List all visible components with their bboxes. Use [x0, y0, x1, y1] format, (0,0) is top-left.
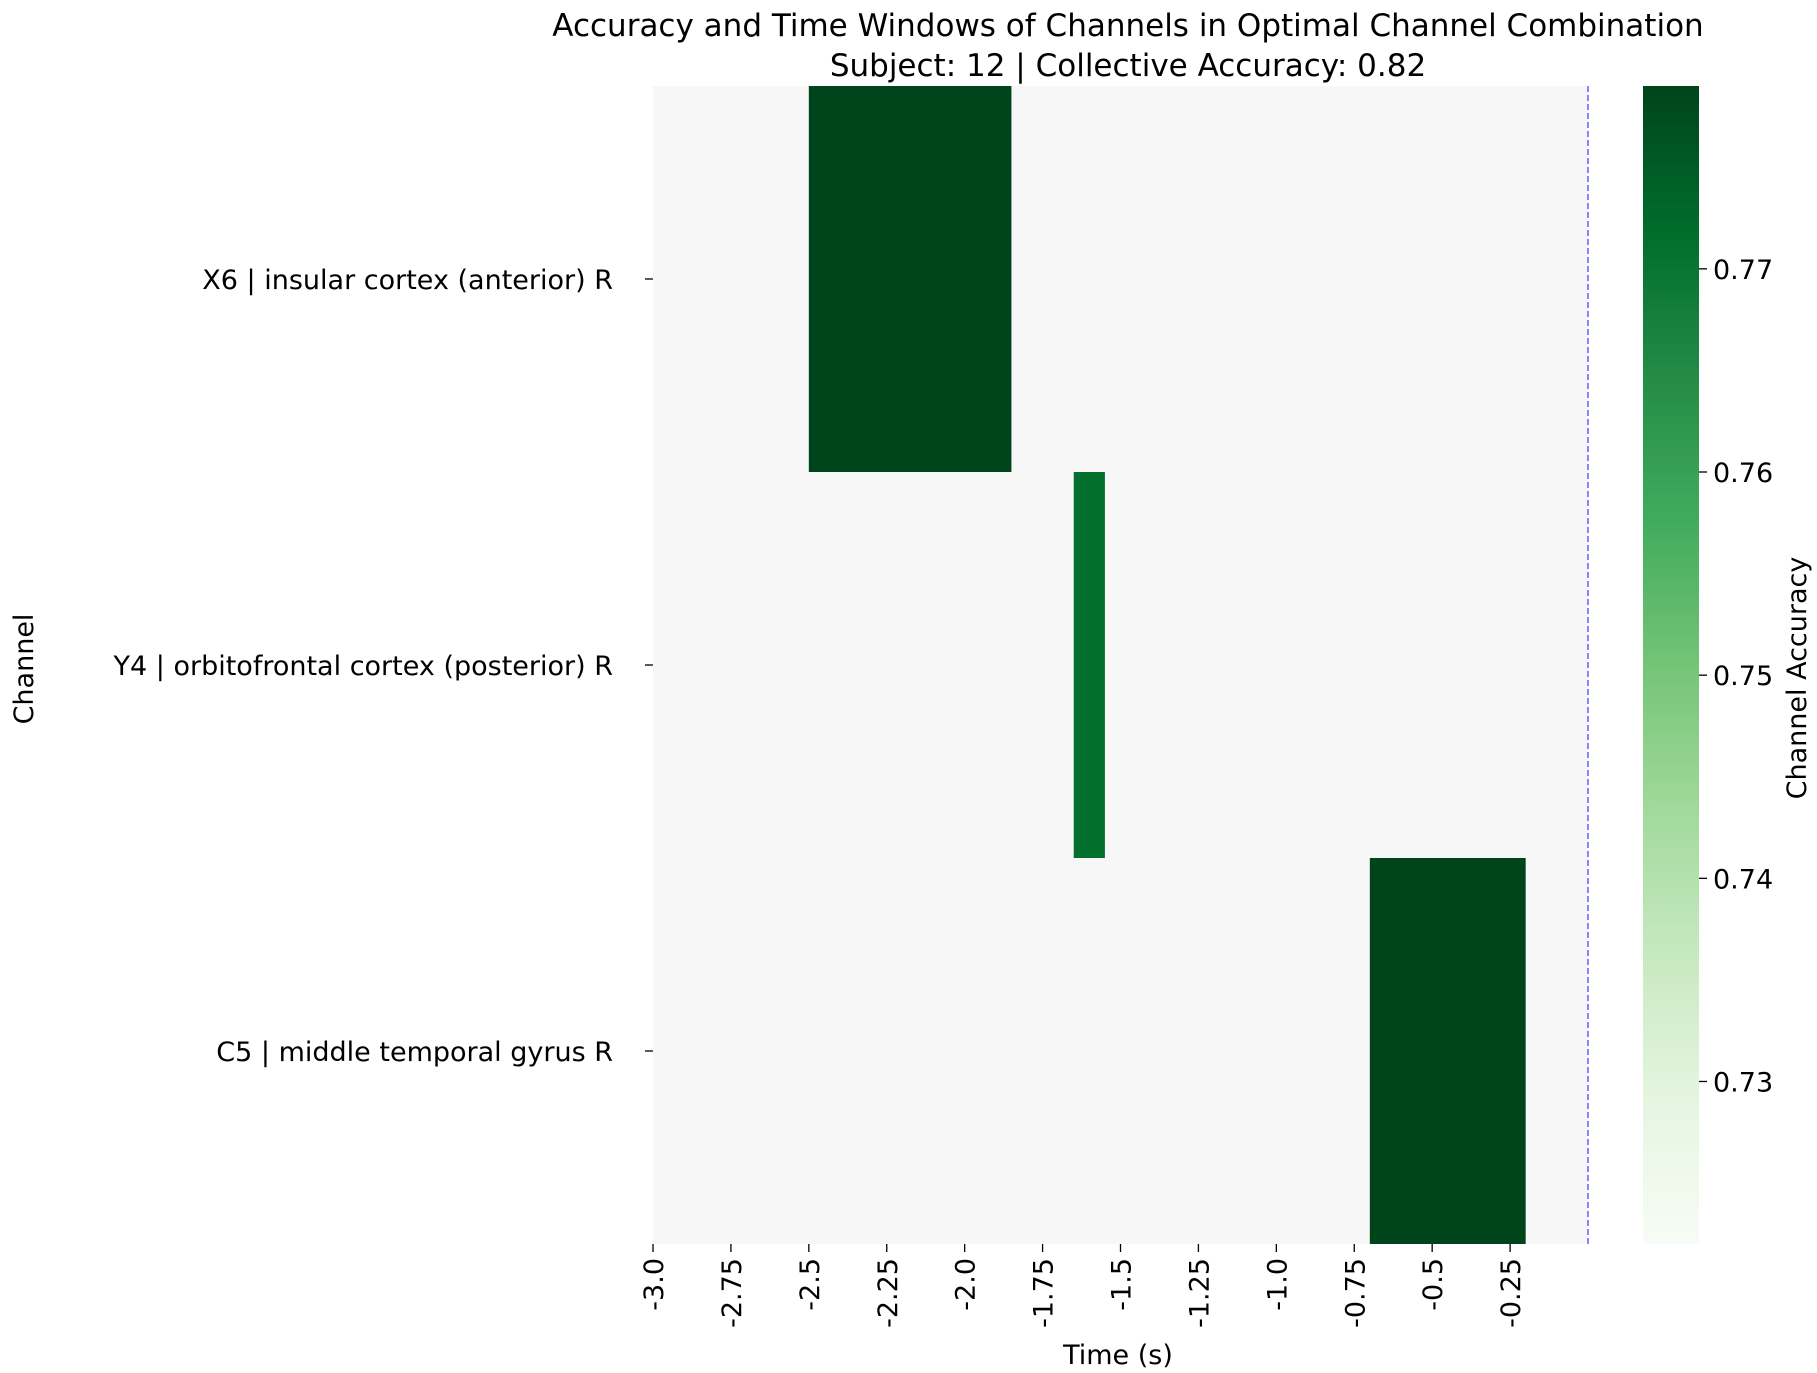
- x-tick-label: -0.75: [1340, 1258, 1371, 1328]
- x-tick-label: -1.5: [1107, 1258, 1138, 1311]
- colorbar-tick-label: 0.75: [1713, 661, 1773, 692]
- y-axis: X6 | insular cortex (anterior) R Y4 | orb…: [113, 265, 653, 1068]
- y-tick-label: X6 | insular cortex (anterior) R: [202, 265, 613, 296]
- x-tick-label: -0.25: [1496, 1258, 1527, 1328]
- x-tick-label: -1.0: [1262, 1258, 1293, 1311]
- colorbar-tick-label: 0.76: [1713, 458, 1773, 489]
- x-tick-label: -0.5: [1418, 1258, 1449, 1311]
- x-axis-label: Time (s): [1062, 1340, 1173, 1371]
- colorbar-tick-label: 0.74: [1713, 864, 1773, 895]
- time-window-2: [1073, 472, 1105, 858]
- time-window-1: [808, 86, 1012, 472]
- x-tick-label: -2.0: [951, 1258, 982, 1311]
- chart-title: Accuracy and Time Windows of Channels in…: [552, 8, 1703, 44]
- colorbar-tick-label: 0.77: [1713, 255, 1773, 286]
- y-tick-label: Y4 | orbitofrontal cortex (posterior) R: [113, 651, 613, 682]
- chart-subtitle: Subject: 12 | Collective Accuracy: 0.82: [830, 48, 1426, 84]
- x-tick-label: -1.75: [1029, 1258, 1060, 1328]
- colorbar-tick-label: 0.73: [1713, 1067, 1773, 1098]
- x-tick-label: -3.0: [639, 1258, 670, 1311]
- y-axis-label: Channel: [9, 614, 40, 725]
- x-tick-label: -2.5: [795, 1258, 826, 1311]
- x-tick-label: -2.75: [717, 1258, 748, 1328]
- colorbar: [1643, 86, 1699, 1244]
- colorbar-label: Channel Accuracy: [1782, 557, 1813, 800]
- x-axis: -3.0 -2.75 -2.5 -2.25 -2.0 -1.75 -1.5 -1.25 -1.0…: [639, 1244, 1527, 1328]
- y-tick-label: C5 | middle temporal gyrus R: [216, 1037, 613, 1068]
- x-tick-label: -1.25: [1184, 1258, 1215, 1328]
- colorbar-ticks: 0.73 0.74 0.75 0.76 0.77: [1699, 255, 1773, 1098]
- time-window-3: [1369, 858, 1526, 1244]
- time-windows: [808, 86, 1526, 1244]
- x-tick-label: -2.25: [873, 1258, 904, 1328]
